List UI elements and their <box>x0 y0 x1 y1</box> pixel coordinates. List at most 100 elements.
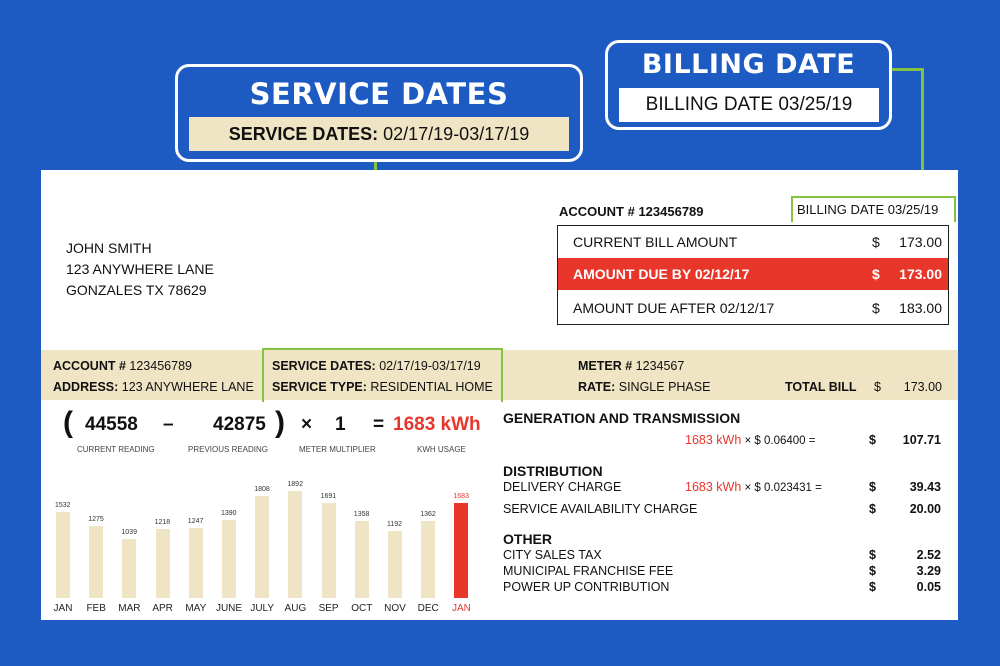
amount-due-currency: $ <box>872 266 880 282</box>
current-reading-label: CURRENT READING <box>77 445 155 454</box>
usage-formula: ( 44558 – 42875 ) × 1 = 1683 kWh CURRENT… <box>63 406 493 458</box>
billing-date-callout-box: BILLING DATE 03/25/19 <box>619 88 879 122</box>
usage-bar-value: 1358 <box>353 511 370 519</box>
customer-address: JOHN SMITH 123 ANYWHERE LANE GONZALES TX… <box>66 238 214 301</box>
usage-bar <box>89 526 104 598</box>
customer-street: 123 ANYWHERE LANE <box>66 261 214 277</box>
amount-due-after-row: AMOUNT DUE AFTER 02/12/17 $ 183.00 <box>558 292 948 324</box>
current-bill-value: 173.00 <box>899 234 942 250</box>
usage-bar <box>56 511 70 598</box>
usage-bar-value: 1362 <box>420 511 436 519</box>
delivery-charge-label: DELIVERY CHARGE <box>503 480 622 494</box>
previous-reading-label: PREVIOUS READING <box>188 445 269 454</box>
franchise-fee-label: MUNICIPAL FRANCHISE FEE <box>503 564 674 578</box>
usage-month-label: JUNE <box>215 603 243 614</box>
formula-minus: – <box>163 414 174 435</box>
usage-bar <box>354 521 369 598</box>
delivery-calc: 1683 kWh × $ 0.023431 = <box>685 480 822 494</box>
usage-bar-value: 1218 <box>154 519 171 527</box>
meter-multiplier-label: METER MULTIPLIER <box>299 445 376 454</box>
account-number-header: ACCOUNT # 123456789 <box>559 204 704 219</box>
usage-month-label: MAY <box>185 603 207 614</box>
usage-month-label: JAN <box>53 603 73 614</box>
usage-month-label: NOV <box>384 603 406 614</box>
usage-month-label: JULY <box>250 603 275 614</box>
generation-amount: 107.71 <box>902 433 941 447</box>
delivery-amount: 39.43 <box>909 480 941 494</box>
formula-equals: = <box>373 414 385 435</box>
usage-month-label: OCT <box>351 603 373 614</box>
usage-bar-value: 1275 <box>88 516 104 524</box>
distribution-title: DISTRIBUTION <box>503 463 603 479</box>
usage-bar <box>388 530 402 598</box>
delivery-currency: $ <box>869 480 876 494</box>
usage-bar-value: 1532 <box>55 501 71 509</box>
amount-due-row: AMOUNT DUE BY 02/12/17 $ 173.00 <box>558 258 948 290</box>
service-dates-callout-box: SERVICE DATES: 02/17/19-03/17/19 <box>189 117 569 151</box>
usage-bar <box>421 521 436 598</box>
service-dates-callout: SERVICE DATES SERVICE DATES: 02/17/19-03… <box>175 64 583 162</box>
meter-info: METER # 1234567 <box>578 359 685 373</box>
usage-bar-value: 1039 <box>121 529 137 537</box>
generation-currency: $ <box>869 433 876 447</box>
current-bill-row: CURRENT BILL AMOUNT $ 173.00 <box>558 226 948 258</box>
account-info: ACCOUNT # 123456789 <box>53 359 192 373</box>
usage-bar-value: 1892 <box>287 481 303 489</box>
total-bill-label: TOTAL BILL <box>785 380 857 394</box>
generation-calc: 1683 kWh × $ 0.06400 = <box>685 433 816 447</box>
amount-due-label: AMOUNT DUE BY 02/12/17 <box>573 266 750 282</box>
city-sales-tax-currency: $ <box>869 548 876 562</box>
amount-due-after-value: 183.00 <box>899 300 942 316</box>
total-bill-value: 173.00 <box>903 380 942 394</box>
availability-charge-label: SERVICE AVAILABILITY CHARGE <box>503 502 698 516</box>
service-dates-highlight <box>262 348 503 402</box>
meter-multiplier: 1 <box>335 414 346 435</box>
billing-date-callout: BILLING DATE BILLING DATE 03/25/19 <box>605 40 892 130</box>
availability-currency: $ <box>869 502 876 516</box>
generation-title: GENERATION AND TRANSMISSION <box>503 410 741 426</box>
kwh-usage: 1683 kWh <box>393 414 481 435</box>
power-up-currency: $ <box>869 580 876 594</box>
service-type-info: SERVICE TYPE: RESIDENTIAL HOME <box>272 380 493 394</box>
billing-date-callout-title: BILLING DATE <box>641 49 856 80</box>
usage-bar <box>222 519 236 598</box>
city-sales-tax-label: CITY SALES TAX <box>503 548 602 562</box>
billing-date-highlight: BILLING DATE 03/25/19 <box>791 196 956 222</box>
city-sales-tax-amount: 2.52 <box>916 548 941 562</box>
usage-month-label: AUG <box>284 603 307 614</box>
account-info-band: ACCOUNT # 123456789 ADDRESS: 123 ANYWHER… <box>41 350 958 400</box>
customer-city: GONZALES TX 78629 <box>66 282 207 298</box>
total-bill-currency: $ <box>874 380 881 394</box>
franchise-fee-amount: 3.29 <box>916 564 941 578</box>
billing-connector-v <box>921 68 924 196</box>
usage-month-label: SEP <box>318 603 339 614</box>
availability-amount: 20.00 <box>909 502 941 516</box>
usage-bar <box>288 491 303 598</box>
formula-open-paren: ( <box>63 406 73 439</box>
formula-times: × <box>301 414 313 435</box>
usage-bar <box>255 496 270 598</box>
amount-due-after-label: AMOUNT DUE AFTER 02/12/17 <box>573 300 775 316</box>
usage-bar-value: 1808 <box>254 486 270 494</box>
current-reading: 44558 <box>85 414 138 435</box>
billing-connector-h <box>892 68 924 71</box>
service-dates-callout-label: SERVICE DATES: <box>228 124 379 144</box>
usage-bar <box>454 503 469 598</box>
usage-month-label: FEB <box>86 603 106 614</box>
monthly-usage-chart: 1532 JAN 1275 FEB 1039 MAR 1218 APR 1247 MAY 1390 J… <box>41 470 501 620</box>
usage-bar-value: 1683 <box>453 493 469 501</box>
amount-summary: CURRENT BILL AMOUNT $ 173.00 AMOUNT DUE … <box>557 225 949 325</box>
usage-bar-value: 1390 <box>221 509 237 517</box>
usage-bar-value: 1247 <box>187 517 204 525</box>
current-bill-currency: $ <box>872 234 880 250</box>
usage-bar-value: 1691 <box>320 492 337 500</box>
service-dates-callout-value: 02/17/19-03/17/19 <box>383 124 530 144</box>
rate-info: RATE: SINGLE PHASE <box>578 380 711 394</box>
amount-due-after-currency: $ <box>872 300 880 316</box>
formula-close-paren: ) <box>275 406 285 439</box>
usage-bar-value: 1192 <box>387 520 403 528</box>
usage-bar <box>321 502 336 598</box>
power-up-amount: 0.05 <box>916 580 941 594</box>
power-up-label: POWER UP CONTRIBUTION <box>503 580 670 594</box>
usage-bar <box>122 539 137 598</box>
